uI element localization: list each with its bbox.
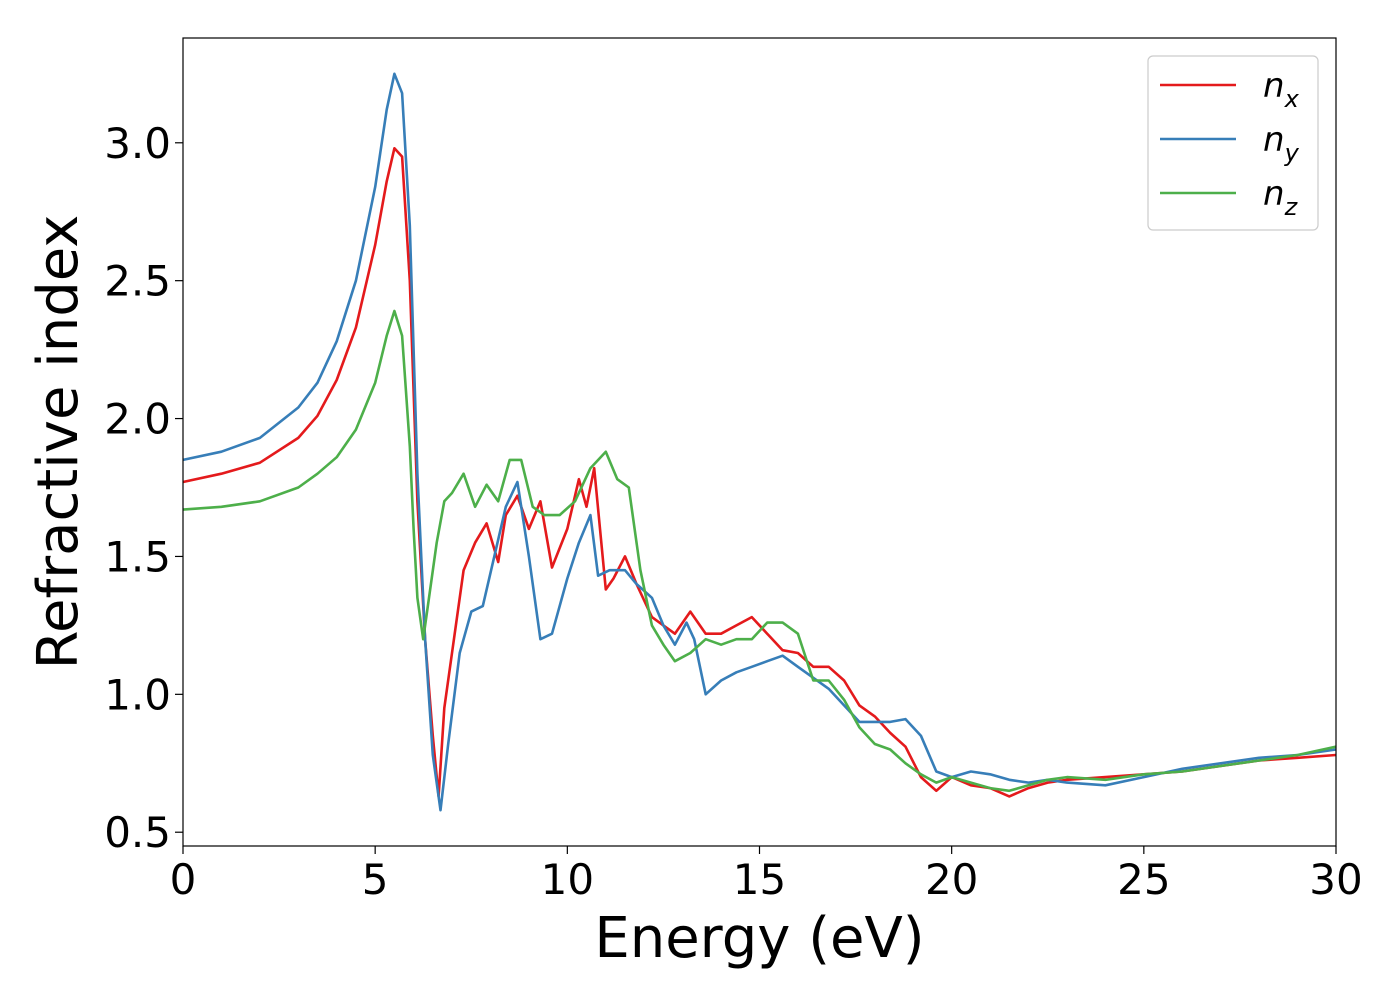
series-line-nz [182, 309, 1337, 793]
series-line-nx [182, 147, 1337, 798]
legend-entry-ny: ny [1263, 120, 1300, 167]
legend-entry-subscript: x [1284, 85, 1300, 113]
x-tick-label: 15 [733, 855, 786, 904]
x-tick-label: 10 [541, 855, 594, 904]
plot-frame [182, 37, 1337, 847]
legend-entry-symbol: n [1263, 66, 1285, 106]
x-tick-label: 30 [1309, 855, 1362, 904]
axis-ticks: 0 5 10 15 20 25 30 0.5 1.0 1.5 2.0 2.5 3.0 [104, 119, 1363, 904]
y-axis-label: Refractive index [26, 215, 91, 670]
x-tick-label: 20 [925, 855, 978, 904]
y-tick-label: 2.0 [104, 395, 171, 444]
legend-box [1147, 55, 1319, 231]
legend-entry-subscript: z [1284, 193, 1299, 221]
y-tick-label: 2.5 [104, 257, 171, 306]
x-tick-label: 0 [170, 855, 197, 904]
series-lines [182, 72, 1337, 812]
y-tick-label: 1.0 [104, 670, 171, 719]
y-tick-label: 1.5 [104, 532, 171, 581]
legend-entry-subscript: y [1284, 139, 1300, 167]
legend-entry-symbol: n [1263, 174, 1285, 214]
x-tick-label: 25 [1117, 855, 1170, 904]
x-axis-label: Energy (eV) [594, 906, 924, 971]
y-tick-label: 0.5 [104, 808, 171, 857]
x-tick-label: 5 [362, 855, 389, 904]
legend-entry-nx: nx [1263, 66, 1300, 113]
y-tick-label: 3.0 [104, 119, 171, 168]
series-line-ny [182, 72, 1337, 812]
legend-entry-symbol: n [1263, 120, 1285, 160]
legend-entry-nz: nz [1263, 174, 1299, 221]
